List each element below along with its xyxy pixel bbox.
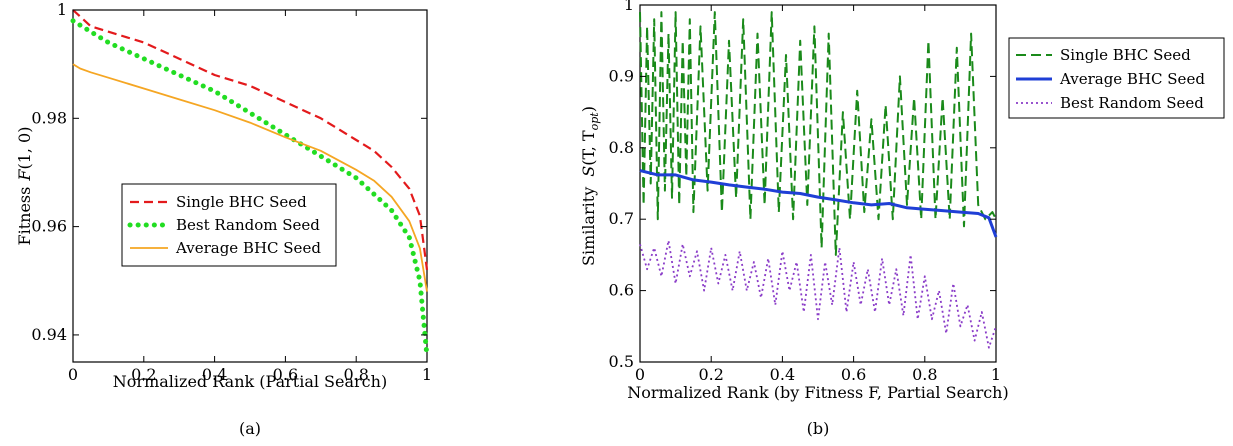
- plot-frame-a: [72, 9, 428, 363]
- series-line-a-2: [72, 63, 428, 292]
- x-tick-label-a-0: 0: [68, 365, 78, 384]
- x-tick-label-b-2: 0.4: [770, 365, 795, 384]
- y-tick-label-a-0: 0.94: [31, 325, 67, 344]
- y-ticks-b: 0.5 0.6 0.7 0.8 0.9 1: [609, 0, 996, 371]
- x-ticks-a: 0 0.2 0.4 0.6 0.8 1: [68, 10, 432, 384]
- legend-label-b-1: Average BHC Seed: [1059, 70, 1205, 88]
- y-tick-label-b-1: 0.6: [609, 281, 634, 300]
- series-line-a-1: [70, 18, 430, 360]
- panel-a-fitness-chart: 0 0.2 0.4 0.6 0.8 1 0.94 0.96 0.98 1 Normalized …: [15, 0, 432, 438]
- caption-a: (a): [239, 419, 261, 438]
- x-tick-label-b-4: 0.8: [912, 365, 937, 384]
- y-tick-label-b-5: 1: [624, 0, 634, 14]
- legend-label-b-2: Best Random Seed: [1060, 94, 1204, 112]
- x-ticks-b: 0 0.2 0.4 0.6 0.8 1: [635, 5, 1001, 384]
- series-line-b-0: [639, 11, 997, 256]
- x-tick-label-b-3: 0.6: [841, 365, 866, 384]
- x-axis-title-b: Normalized Rank (by Fitness F, Partial S…: [627, 383, 1008, 402]
- legend-box-a: [121, 183, 337, 267]
- legend-b: Single BHC Seed Average BHC Seed Best Ra…: [1008, 37, 1225, 119]
- panel-b-similarity-chart: 0 0.2 0.4 0.6 0.8 1 0.5 0.6 0.7 0.8 0.9 1 Normaliz…: [579, 0, 1225, 438]
- legend-label-a-0: Single BHC Seed: [176, 193, 307, 211]
- y-tick-label-a-3: 1: [57, 0, 67, 19]
- y-axis-title-b: SimilarityS(T, Topt): [579, 106, 601, 266]
- x-tick-label-b-0: 0: [635, 365, 645, 384]
- series-line-b-1: [639, 169, 998, 238]
- legend-label-b-0: Single BHC Seed: [1060, 46, 1191, 64]
- x-tick-label-b-1: 0.2: [698, 365, 723, 384]
- y-axis-title-a: FitnessF(1, 0): [15, 127, 34, 246]
- series-line-b-2: [639, 239, 997, 349]
- series-group-b: [639, 11, 998, 349]
- y-tick-label-b-0: 0.5: [609, 352, 634, 371]
- x-tick-label-b-5: 1: [991, 365, 1001, 384]
- plot-frame-b: [639, 4, 997, 363]
- y-tick-label-a-2: 0.98: [31, 108, 67, 127]
- y-tick-label-a-1: 0.96: [31, 217, 67, 236]
- caption-b: (b): [807, 419, 830, 438]
- x-tick-label-a-4: 0.8: [343, 365, 368, 384]
- y-tick-label-b-3: 0.8: [609, 138, 634, 157]
- y-tick-label-b-2: 0.7: [609, 209, 634, 228]
- x-tick-label-a-5: 1: [422, 365, 432, 384]
- legend-label-a-1: Best Random Seed: [176, 216, 320, 234]
- x-tick-label-a-2: 0.4: [202, 365, 227, 384]
- y-ticks-a: 0.94 0.96 0.98 1: [31, 0, 427, 344]
- x-axis-title-a: Normalized Rank (Partial Search): [113, 372, 387, 391]
- y-tick-label-b-4: 0.9: [609, 66, 634, 85]
- series-group-a: [70, 9, 430, 360]
- legend-a: Single BHC Seed Best Random Seed Average…: [121, 183, 337, 267]
- x-tick-label-a-1: 0.2: [131, 365, 156, 384]
- legend-label-a-2: Average BHC Seed: [175, 239, 321, 257]
- x-tick-label-a-3: 0.6: [273, 365, 298, 384]
